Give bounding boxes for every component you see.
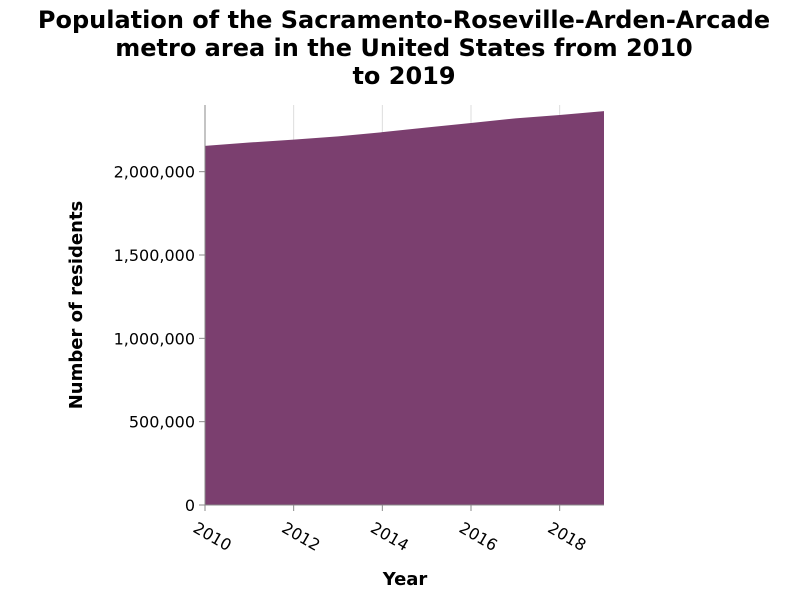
y-tick-label: 1,500,000 (114, 246, 195, 265)
chart-title-line-3: to 2019 (352, 62, 456, 90)
chart-title-line-1: Population of the Sacramento-Roseville-A… (37, 6, 771, 34)
y-tick-label: 500,000 (129, 413, 195, 432)
y-tick-label: 1,000,000 (114, 329, 195, 348)
x-axis-title: Year (382, 569, 428, 590)
x-tick-label: 2012 (279, 518, 324, 555)
y-tick-label: 0 (185, 496, 195, 515)
chart-title-line-2: metro area in the United States from 201… (115, 34, 693, 62)
population-area (205, 111, 604, 506)
x-tick-label: 2014 (367, 518, 412, 555)
y-tick-label: 2,000,000 (114, 163, 195, 182)
x-tick-label: 2016 (456, 518, 501, 555)
x-tick-label: 2018 (545, 518, 590, 555)
axes (199, 105, 604, 511)
chart-title: Population of the Sacramento-Roseville-A… (0, 6, 808, 90)
y-axis-title: Number of residents (66, 201, 87, 410)
x-tick-label: 2010 (190, 518, 235, 555)
area-layer (205, 111, 604, 506)
